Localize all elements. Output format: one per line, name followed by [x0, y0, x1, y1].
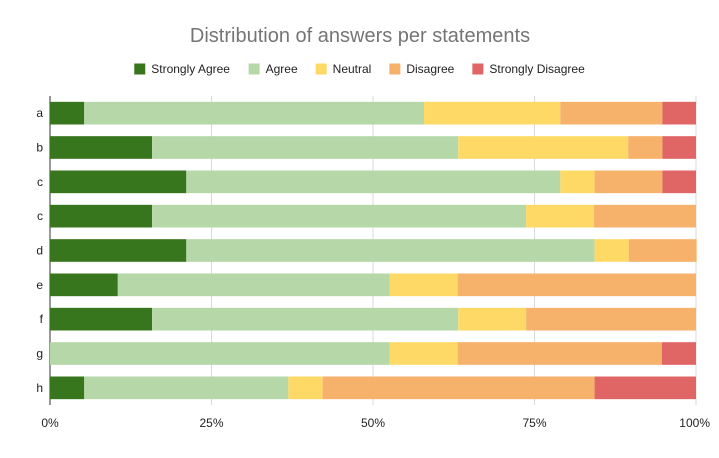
bar-segment	[594, 376, 696, 400]
legend-label: Strongly Disagree	[489, 62, 585, 76]
legend-swatch	[248, 63, 260, 75]
bar-segment	[186, 239, 595, 262]
legend-label: Neutral	[333, 62, 372, 76]
category-label: a	[36, 106, 43, 120]
bar-segment	[50, 273, 118, 297]
bar-segment	[628, 136, 663, 159]
bar-segment	[50, 204, 153, 228]
legend-swatch	[472, 63, 484, 75]
bar-segment	[594, 170, 663, 194]
category-label: g	[36, 347, 43, 361]
legend-swatch	[315, 63, 327, 75]
legend-item: Neutral	[315, 62, 372, 76]
legend-swatch	[389, 63, 401, 75]
bar-segment	[560, 170, 595, 194]
bar-segment	[458, 307, 527, 331]
legend-label: Strongly Agree	[151, 62, 230, 76]
legend: Strongly Agree Agree Neutral Disagree Strong…	[134, 62, 585, 76]
legend-item: Strongly Agree	[134, 62, 230, 76]
bar-segment	[526, 307, 696, 331]
bar-segment	[594, 239, 629, 262]
x-tick-label: 100%	[679, 416, 710, 430]
bar-segment	[50, 239, 187, 262]
category-label: b	[36, 141, 43, 155]
bar-segment	[50, 342, 390, 365]
bar-segment	[560, 101, 663, 125]
bar-segment	[152, 136, 459, 159]
category-label: e	[36, 278, 43, 292]
legend-item: Disagree	[389, 62, 455, 76]
bar-segment	[593, 204, 696, 228]
bar-segment	[84, 376, 289, 400]
category-labels: a b c c d e f g h	[36, 106, 43, 395]
bar-segment	[322, 376, 595, 400]
x-tick-labels: 0% 25% 50% 75% 100%	[41, 416, 710, 430]
bar-segment	[84, 101, 425, 125]
bar-segment	[50, 170, 187, 194]
category-label: h	[36, 381, 43, 395]
bar-segment	[424, 101, 561, 125]
legend-label: Agree	[266, 62, 298, 76]
category-label: c	[37, 209, 43, 223]
bar-segment	[628, 239, 697, 262]
bar-segment	[50, 136, 153, 159]
bar-segment	[662, 101, 696, 125]
legend-label: Disagree	[406, 62, 454, 76]
bars	[50, 101, 697, 400]
bar-segment	[50, 376, 85, 400]
chart-title: Distribution of answers per statements	[190, 25, 530, 47]
category-label: d	[36, 244, 43, 258]
x-tick-label: 25%	[199, 416, 223, 430]
x-tick-label: 50%	[361, 416, 385, 430]
bar-segment	[526, 204, 594, 228]
x-tick-label: 0%	[41, 416, 59, 430]
bar-segment	[662, 136, 696, 159]
bar-segment	[50, 307, 153, 331]
category-label: c	[37, 175, 43, 189]
bar-segment	[152, 307, 459, 331]
bar-segment	[50, 101, 85, 125]
bar-segment	[389, 273, 458, 297]
legend-item: Strongly Disagree	[472, 62, 585, 76]
bar-segment	[661, 342, 696, 365]
category-label: f	[40, 312, 44, 326]
bar-segment	[152, 204, 527, 228]
bar-segment	[389, 342, 458, 365]
legend-item: Agree	[248, 62, 298, 76]
bar-segment	[117, 273, 390, 297]
legend-swatch	[134, 63, 146, 75]
x-tick-label: 75%	[522, 416, 546, 430]
bar-segment	[186, 170, 561, 194]
bar-segment	[458, 136, 629, 159]
bar-segment	[457, 273, 696, 297]
bar-segment	[457, 342, 662, 365]
bar-segment	[288, 376, 323, 400]
bar-segment	[662, 170, 696, 194]
